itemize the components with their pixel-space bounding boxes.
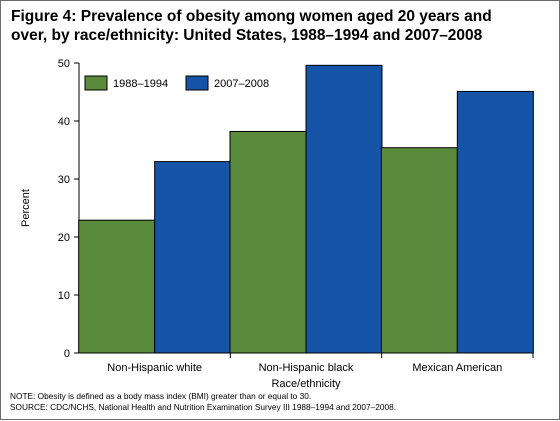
y-tick-label: 10 [58,290,70,302]
note-text: NOTE: Obesity is defined as a body mass … [10,391,312,401]
x-tick-label: Non-Hispanic white [107,362,202,374]
legend-label-1988-1994: 1988–1994 [113,78,168,90]
y-tick-label: 40 [58,116,70,128]
bar-1988-1994 [380,147,458,354]
y-tick-label: 30 [58,174,70,186]
x-tick-label: Non-Hispanic black [259,362,354,374]
legend-swatch-2007-2008 [185,75,209,91]
x-tick-label: Mexican American [412,362,502,374]
bar-1988-1994 [78,219,156,354]
y-tick-label: 50 [58,58,70,70]
chart-title-line-2: over, by race/ethnicity: United States, … [11,27,483,44]
bar-2007-2008 [456,90,534,354]
chart-notes: NOTE: Obesity is defined as a body mass … [10,391,555,412]
bar-2007-2008 [305,64,383,354]
y-tick-label: 0 [64,348,70,360]
chart-title-line-1: Figure 4: Prevalence of obesity among wo… [11,8,492,25]
source-text: SOURCE: CDC/NCHS, National Health and Nu… [10,401,397,412]
chart-title: Figure 4: Prevalence of obesity among wo… [11,7,551,45]
legend-label-2007-2008: 2007–2008 [214,78,269,90]
y-tick-label: 20 [58,232,70,244]
plot-area: 0 10 20 30 40 50 Percent Non-Hispanic white Non-… [20,58,534,390]
bar-2007-2008 [154,161,232,354]
legend-swatch-1988-1994 [84,75,108,91]
y-axis-label: Percent [20,189,32,227]
bar-1988-1994 [229,130,307,354]
x-axis-label: Race/ethnicity [271,378,341,390]
